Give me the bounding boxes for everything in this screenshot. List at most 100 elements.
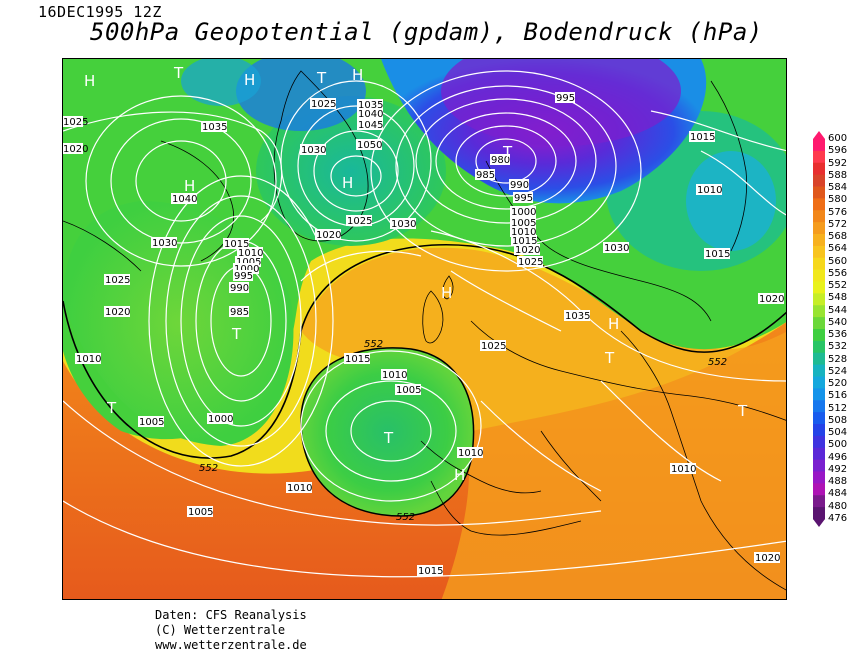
- colorbar-label: 572: [828, 218, 848, 230]
- isobar-label: 1000: [233, 263, 259, 275]
- colorbar-labels: 600 596 592 588 584 580 576 572 568 564 560 556 552 5…: [828, 134, 850, 524]
- colorbar-label: 528: [828, 353, 848, 365]
- colorbar-label: 600: [828, 133, 848, 144]
- isobar-label: 1005: [510, 217, 536, 229]
- colorbar-label: 568: [828, 231, 848, 243]
- svg-text:985: 985: [230, 307, 249, 318]
- colorbar-swatch: [813, 139, 825, 152]
- svg-text:1035: 1035: [565, 311, 590, 322]
- svg-text:1010: 1010: [76, 354, 101, 365]
- high-pressure-symbol: H: [184, 177, 195, 195]
- svg-text:1040: 1040: [172, 194, 197, 205]
- isobar-label: 1015: [223, 238, 249, 250]
- svg-text:1010: 1010: [238, 248, 263, 259]
- colorbar: [813, 131, 825, 527]
- colorbar-swatch: [813, 424, 825, 437]
- svg-text:990: 990: [510, 180, 529, 191]
- colorbar-swatch: [813, 174, 825, 187]
- svg-text:1020: 1020: [316, 230, 341, 241]
- svg-text:1005: 1005: [139, 417, 164, 428]
- isohypse-label: 552: [199, 463, 218, 474]
- greenland-west-core: [181, 59, 261, 106]
- high-pressure-symbol: H: [608, 315, 619, 333]
- svg-text:1010: 1010: [671, 464, 696, 475]
- high-pressure-symbol: H: [441, 284, 452, 302]
- colorbar-label: 532: [828, 341, 848, 353]
- colorbar-swatch: [813, 483, 825, 496]
- low-pressure-symbol: T: [106, 399, 117, 417]
- colorbar-label: 484: [828, 488, 848, 500]
- svg-text:1025: 1025: [311, 99, 336, 110]
- isobar-label: 1030: [300, 144, 326, 156]
- isohypse-label: 552: [396, 512, 415, 523]
- svg-text:985: 985: [476, 170, 495, 181]
- high-pressure-symbol: H: [84, 72, 95, 90]
- colorbar-swatch: [813, 198, 825, 211]
- credits: Daten: CFS Reanalysis (C) Wetterzentrale…: [155, 608, 307, 653]
- isobar-label: 1010: [696, 184, 722, 196]
- svg-text:1030: 1030: [391, 219, 416, 230]
- svg-text:1005: 1005: [188, 507, 213, 518]
- isobar-label: 1005: [187, 506, 213, 518]
- svg-text:1025: 1025: [347, 216, 372, 227]
- svg-text:1015: 1015: [705, 249, 730, 260]
- isobar-label: 1025: [310, 98, 336, 110]
- colorbar-swatch: [813, 257, 825, 271]
- svg-text:1020: 1020: [755, 553, 780, 564]
- isobar-label: 985: [475, 169, 495, 181]
- svg-text:980: 980: [491, 155, 510, 166]
- isobar-label: 1040: [171, 193, 197, 205]
- isobar-label: 995: [513, 192, 533, 204]
- colorbar-label: 512: [828, 402, 848, 414]
- colorbar-label: 548: [828, 292, 848, 304]
- isobar-label: 1025: [480, 340, 506, 352]
- isobar-label: 1045: [357, 119, 383, 131]
- colorbar-label: 488: [828, 476, 848, 488]
- svg-text:1050: 1050: [357, 140, 382, 151]
- colorbar-label: 556: [828, 267, 848, 279]
- svg-text:1020: 1020: [759, 294, 784, 305]
- colorbar-swatch: [813, 376, 825, 389]
- low-pressure-symbol: T: [737, 402, 748, 420]
- svg-text:1025: 1025: [481, 341, 506, 352]
- isobar-label: 1010: [510, 226, 536, 238]
- isohypse-552: [63, 243, 786, 459]
- isobar-label: 1020: [758, 293, 784, 305]
- isobar-label: 1050: [356, 139, 382, 151]
- website-link: www.wetterzentrale.de: [155, 638, 307, 652]
- colorbar-swatch: [813, 222, 825, 235]
- isohypse-label: 552: [364, 339, 383, 350]
- svg-text:1005: 1005: [396, 385, 421, 396]
- svg-text:1015: 1015: [345, 354, 370, 365]
- colorbar-label: 560: [828, 255, 848, 267]
- isobar-label: 1025: [63, 116, 88, 128]
- svg-text:1010: 1010: [382, 370, 407, 381]
- high-pressure-symbol: H: [244, 71, 255, 89]
- russia-cold-core: [686, 151, 776, 251]
- colorbar-label: 564: [828, 243, 848, 255]
- isobar-label: 1000: [207, 413, 233, 425]
- pressure-systems: H H H T T H H T T H T H T H T T: [84, 64, 748, 484]
- colorbar-swatch: [813, 281, 825, 294]
- isobar-label: 1010: [457, 447, 483, 459]
- colorbar-label: 504: [828, 427, 848, 439]
- greenland-high-field: [256, 96, 446, 246]
- svg-text:1010: 1010: [697, 185, 722, 196]
- colorbar-label: 492: [828, 463, 848, 475]
- isohypse-label: 552: [708, 357, 727, 368]
- isobar-label: 1010: [381, 369, 407, 381]
- low-pressure-symbol: T: [604, 349, 615, 367]
- colorbar-swatch: [813, 150, 825, 164]
- isobar-labels: 1030 1025 1020 1035 1040 1025 1020 1015 …: [63, 92, 784, 577]
- isobar-label: 1025: [346, 215, 372, 227]
- isobar-label: 1005: [138, 416, 164, 428]
- colorbar-label: 536: [828, 329, 848, 341]
- colorbar-swatch: [813, 317, 825, 330]
- isobar-label: 980: [490, 154, 510, 166]
- isobar-label: 1040: [357, 108, 383, 120]
- map-title: 500hPa Geopotential (gpdam), Bodendruck …: [90, 18, 763, 46]
- svg-text:1005: 1005: [236, 257, 261, 268]
- isobar-label: 1010: [237, 247, 263, 259]
- colorbar-label: 524: [828, 365, 848, 377]
- svg-text:1020: 1020: [105, 307, 130, 318]
